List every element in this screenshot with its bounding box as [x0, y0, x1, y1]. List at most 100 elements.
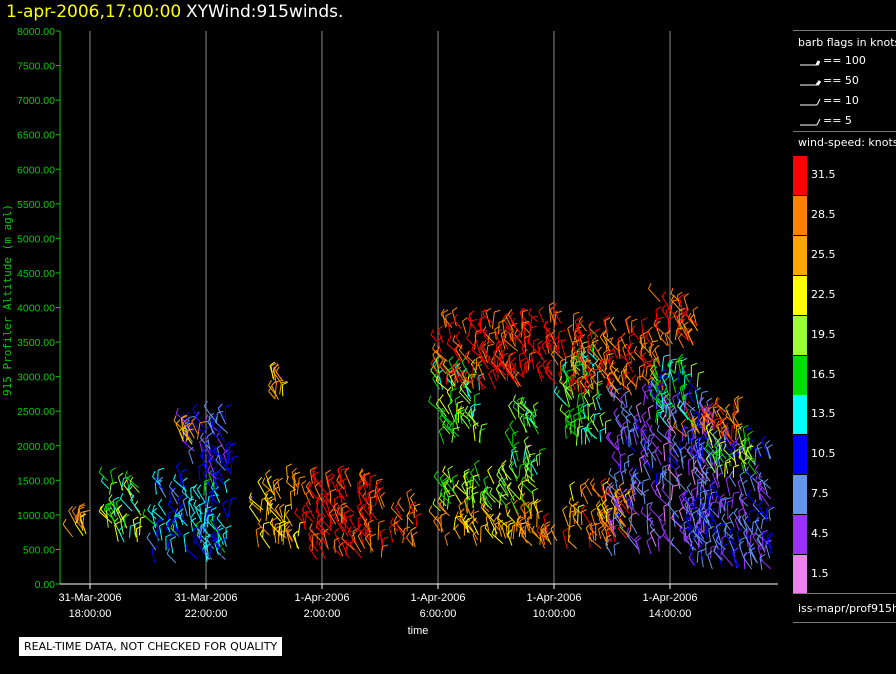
wind-barb: [465, 474, 472, 487]
wind-barb: [468, 320, 472, 334]
wind-barb: [435, 380, 449, 391]
wind-barb: [570, 379, 572, 397]
wind-barb-flag: [567, 534, 571, 541]
wind-barb: [498, 352, 502, 367]
wind-barb-flag: [146, 532, 151, 538]
wind-barb: [105, 510, 109, 528]
wind-barb-flag: [117, 504, 123, 510]
wind-barb-flag: [583, 345, 590, 349]
wind-barb-flag: [301, 504, 306, 511]
wind-barb-flag: [577, 320, 583, 326]
wind-barb: [656, 319, 658, 331]
wind-barb: [286, 481, 296, 490]
wind-barb: [517, 404, 520, 418]
wind-barb-flag: [701, 464, 706, 471]
wind-barb: [589, 482, 600, 498]
wind-barb: [438, 430, 445, 445]
wind-barb: [541, 345, 547, 355]
wind-barb-flag: [359, 503, 365, 509]
wind-barb: [461, 361, 472, 379]
wind-barb-flag: [118, 526, 124, 532]
wind-barb: [466, 415, 472, 427]
wind-barb: [118, 530, 125, 543]
wind-barb-flag: [663, 376, 669, 382]
wind-barb-flag: [214, 416, 218, 422]
wind-barb: [694, 472, 707, 485]
wind-barb-flag: [639, 363, 646, 368]
wind-barb-flag: [415, 513, 422, 517]
wind-barb: [718, 449, 727, 460]
wind-barb: [174, 515, 179, 531]
wind-barb: [342, 480, 348, 498]
wind-barb-flag: [481, 423, 488, 426]
wind-barb: [74, 518, 83, 530]
wind-barb-flag: [453, 345, 458, 351]
wind-barb: [510, 525, 514, 540]
wind-barb-flag: [712, 531, 718, 536]
wind-barb: [321, 535, 328, 548]
wind-barb-flag: [758, 486, 763, 493]
wind-barb: [277, 481, 281, 492]
wind-barb: [501, 525, 506, 539]
wind-barb: [329, 513, 337, 525]
wind-barb-flag: [358, 485, 363, 492]
wind-barb: [549, 309, 556, 325]
wind-barb: [572, 516, 583, 530]
wind-barb: [722, 430, 727, 448]
wind-barb-flag: [687, 428, 694, 433]
wind-barb-flag: [504, 360, 509, 367]
wind-barb-flag: [584, 478, 590, 484]
wind-barb-flag: [663, 441, 670, 446]
wind-barb: [612, 348, 618, 360]
wind-barb: [281, 384, 284, 397]
wind-barb-flag: [731, 549, 738, 554]
wind-barb: [654, 348, 660, 364]
wind-barb-flag: [62, 518, 67, 525]
wind-barb-flag: [524, 445, 531, 450]
wind-barb-flag: [221, 538, 228, 542]
wind-barb-flag: [321, 514, 326, 521]
wind-barb-flag: [679, 402, 684, 408]
wind-barb-flag: [593, 367, 600, 371]
wind-barb: [681, 369, 691, 384]
wind-barb-flag: [132, 516, 139, 521]
wind-barb: [626, 532, 635, 542]
wind-barb-flag: [428, 505, 433, 512]
wind-barb: [185, 548, 198, 560]
wind-barb: [107, 505, 115, 523]
wind-barb-flag: [430, 329, 435, 335]
wind-barb-flag: [672, 299, 679, 302]
wind-barb: [259, 499, 263, 513]
wind-barb: [643, 492, 646, 504]
wind-barb: [760, 519, 764, 530]
wind-barb: [194, 540, 207, 556]
wind-barb-flag: [565, 385, 571, 391]
wind-barb-flag: [750, 473, 756, 478]
wind-barb-flag: [562, 505, 568, 511]
wind-barb-flag: [524, 523, 531, 527]
wind-barb-flag: [705, 453, 711, 460]
wind-barb: [691, 513, 696, 527]
wind-barb: [129, 481, 140, 494]
wind-barb: [738, 544, 744, 558]
wind-barb-flag: [716, 522, 722, 527]
wind-barb-flag: [368, 504, 375, 509]
wind-barb: [609, 321, 617, 331]
wind-barb-flag: [466, 332, 470, 339]
wind-barb: [605, 543, 613, 557]
wind-barb-flag: [268, 385, 272, 392]
wind-barb-flag: [670, 287, 674, 294]
wind-barb-flag: [640, 447, 646, 453]
wind-barb: [458, 505, 464, 520]
wind-barb: [715, 526, 722, 544]
wind-barb: [523, 504, 527, 518]
wind-barb-flag: [541, 340, 547, 346]
wind-barb: [643, 464, 651, 480]
wind-barb-flag: [432, 342, 436, 349]
wind-barb: [654, 492, 668, 506]
wind-barb-flag: [473, 474, 480, 477]
wind-barb: [562, 531, 568, 550]
wind-barb: [154, 481, 165, 491]
wind-barb: [705, 458, 716, 473]
wind-barb: [634, 539, 641, 555]
